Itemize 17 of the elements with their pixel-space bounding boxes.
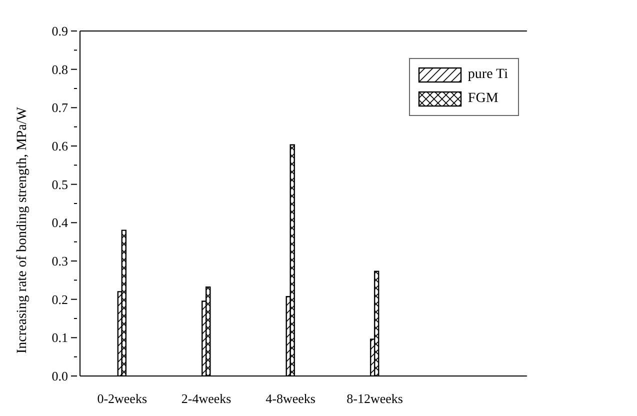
x-tick-label: 0-2weeks xyxy=(97,391,148,406)
y-tick-label: 0.9 xyxy=(52,24,68,39)
y-tick-label: 0.6 xyxy=(52,138,68,154)
legend-label: FGM xyxy=(468,91,498,107)
x-tick-label: 4-8weeks xyxy=(266,391,316,406)
x-tick-label: 2-4weeks xyxy=(181,391,232,406)
x-tick-label: 8-12weeks xyxy=(346,391,403,406)
y-tick-label: 0.4 xyxy=(52,215,68,230)
y-tick-label: 0.7 xyxy=(52,100,68,116)
legend-label: pure Ti xyxy=(468,67,508,83)
y-tick-label: 0.8 xyxy=(52,62,68,77)
y-tick-label: 0.0 xyxy=(52,368,68,384)
y-tick-label: 0.2 xyxy=(52,292,68,307)
y-tick-label: 0.5 xyxy=(52,176,68,192)
y-tick-label: 0.1 xyxy=(52,330,68,346)
y-axis-title: Increasing rate of bonding strength, MPa/W xyxy=(14,106,30,354)
y-tick-label: 0.3 xyxy=(52,254,68,269)
